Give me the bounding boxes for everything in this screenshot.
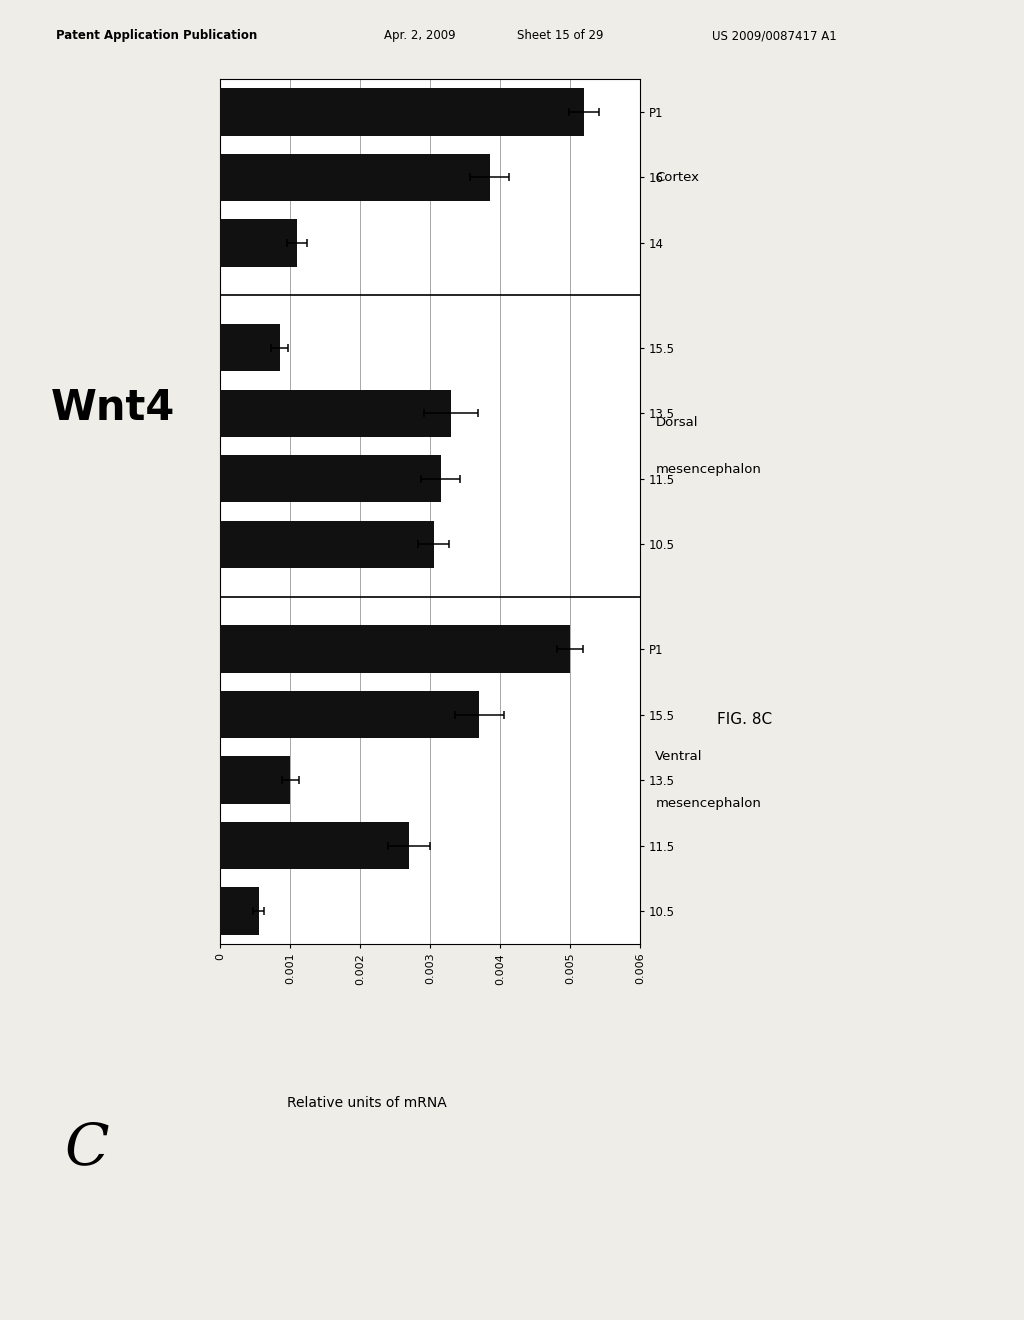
Text: Cortex: Cortex	[655, 172, 699, 183]
Bar	[220, 219, 297, 267]
Bar	[220, 756, 290, 804]
Bar	[220, 455, 440, 503]
Text: FIG. 8C: FIG. 8C	[717, 711, 772, 727]
Text: Apr. 2, 2009: Apr. 2, 2009	[384, 29, 456, 42]
Bar	[220, 325, 280, 371]
Text: US 2009/0087417 A1: US 2009/0087417 A1	[712, 29, 837, 42]
Text: Wnt4: Wnt4	[50, 387, 175, 429]
Bar	[220, 154, 489, 201]
Text: C: C	[65, 1121, 110, 1176]
Bar	[220, 887, 259, 935]
Text: mesencephalon: mesencephalon	[655, 463, 761, 477]
Bar	[220, 520, 433, 568]
Text: Relative units of mRNA: Relative units of mRNA	[287, 1096, 447, 1110]
Bar	[220, 88, 584, 136]
Bar	[220, 389, 451, 437]
Bar	[220, 822, 409, 869]
Text: Sheet 15 of 29: Sheet 15 of 29	[517, 29, 603, 42]
Bar	[220, 626, 570, 673]
Text: Patent Application Publication: Patent Application Publication	[56, 29, 258, 42]
Text: Dorsal: Dorsal	[655, 416, 698, 429]
Bar	[220, 690, 479, 738]
Text: mesencephalon: mesencephalon	[655, 797, 761, 810]
Text: Ventral: Ventral	[655, 750, 702, 763]
